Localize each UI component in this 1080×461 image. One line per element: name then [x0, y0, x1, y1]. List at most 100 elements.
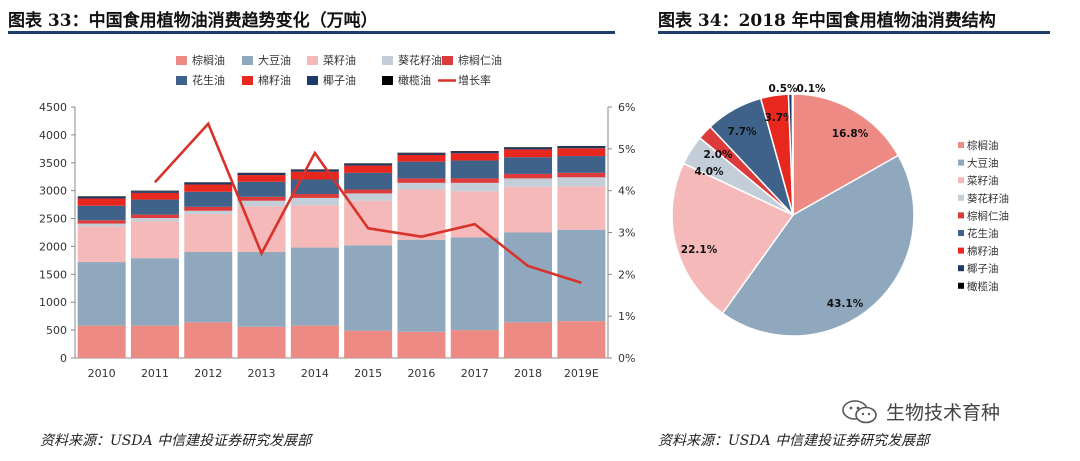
bar-segment: [557, 229, 606, 322]
bar-segment: [557, 177, 606, 187]
bar-segment: [397, 154, 446, 162]
legend-label: 增长率: [458, 73, 491, 87]
consumption-structure-pie-chart: 16.8% 43.1% 22.1% 4.0% 2.0% 7.7% 3.7% 0.5%0.1% 棕…: [671, 83, 1009, 337]
bar-segment: [557, 172, 606, 178]
bar-segment: [344, 193, 393, 201]
y-tick-label: 3500: [39, 157, 67, 170]
bar-segment: [344, 189, 393, 194]
bar-segment: [504, 322, 553, 358]
bar-segment: [504, 147, 553, 148]
bar-segment: [504, 173, 553, 179]
legend-swatch: [382, 56, 393, 65]
x-tick-label: 2010: [88, 367, 116, 380]
bar-segment: [450, 153, 499, 161]
legend-label: 橄榄油: [398, 73, 431, 87]
legend-label: 棕榈仁油: [458, 53, 502, 67]
legend-swatch: [958, 159, 964, 166]
legend-label: 橄榄油: [967, 280, 999, 293]
pie-data-label: 4.0%: [694, 166, 724, 178]
bar-segment: [557, 148, 606, 157]
legend-label: 椰子油: [967, 262, 999, 275]
bar-segment: [184, 322, 233, 358]
legend-swatch: [958, 212, 964, 219]
legend-label: 棉籽油: [967, 245, 999, 258]
bar-segment: [77, 325, 126, 358]
pie-data-label: 43.1%: [827, 298, 864, 310]
bar-segment: [130, 217, 179, 222]
bar-segment: [450, 330, 499, 358]
bar-segment: [450, 182, 499, 192]
bar-segment: [130, 192, 179, 200]
bar-segment: [397, 161, 446, 179]
x-tick-label: 2018: [514, 367, 542, 380]
bar-segment: [344, 330, 393, 358]
x-tick-label: 2013: [248, 367, 276, 380]
legend-swatch: [958, 194, 964, 201]
y2-tick-label: 3%: [618, 227, 635, 240]
x-tick-label: 2019E: [564, 367, 599, 380]
bar-segment: [77, 205, 126, 221]
legend-swatch: [958, 177, 964, 184]
legend-swatch: [958, 265, 964, 272]
y2-tick-label: 0%: [618, 352, 635, 365]
bar-segment: [237, 181, 286, 197]
bar-segment: [504, 147, 553, 150]
bar-segment: [237, 326, 286, 358]
bar-segment: [450, 237, 499, 331]
bar-segment: [344, 163, 393, 166]
bar-segment: [130, 191, 179, 193]
pie-data-label: 3.7%: [764, 112, 794, 124]
bar-segment: [130, 199, 179, 215]
bar-segment: [290, 179, 339, 195]
bar-segment: [557, 146, 606, 147]
bar-segment: [184, 206, 233, 211]
bar-segment: [237, 252, 286, 327]
legend-label: 大豆油: [967, 157, 999, 170]
y2-tick-label: 2%: [618, 268, 635, 281]
bar-segment: [397, 153, 446, 155]
x-tick-label: 2015: [354, 367, 382, 380]
bar-segment: [397, 152, 446, 154]
bar-segment: [450, 178, 499, 183]
bar-segment: [237, 196, 286, 201]
bar-segment: [237, 175, 286, 182]
bar-segment: [130, 258, 179, 326]
bar-segment: [557, 321, 606, 358]
legend-label: 菜籽油: [967, 174, 999, 187]
y-tick-label: 2500: [39, 213, 67, 226]
bar-segment: [237, 173, 286, 176]
legend-swatch: [307, 76, 318, 85]
bar-segment: [557, 156, 606, 173]
bar-segment: [237, 200, 286, 207]
bar-segment: [77, 226, 126, 263]
legend-swatch: [176, 76, 187, 85]
legend-label: 棉籽油: [258, 73, 291, 87]
legend-swatch: [958, 247, 964, 254]
legend-label: 大豆油: [258, 53, 291, 67]
y-tick-label: 1500: [39, 268, 67, 281]
legend-swatch: [382, 76, 393, 85]
bar-segment: [184, 210, 233, 215]
bar-segment: [77, 223, 126, 227]
pie-data-label: 16.8%: [832, 128, 869, 140]
bar-segment: [504, 149, 553, 158]
legend-label: 棕榈仁油: [967, 209, 1009, 222]
bar-segment: [397, 182, 446, 190]
watermark-text: 生物技术育种: [886, 402, 1001, 424]
bar-segment: [450, 160, 499, 179]
bar-segment: [290, 171, 339, 180]
legend-label: 棕榈油: [967, 139, 999, 152]
bar-segment: [344, 200, 393, 246]
bar-segment: [130, 190, 179, 192]
pie-data-label: 0.1%: [796, 83, 826, 95]
x-tick-label: 2017: [461, 367, 489, 380]
legend-label: 椰子油: [323, 73, 356, 87]
legend-swatch: [958, 142, 964, 148]
legend-label: 葵花籽油: [967, 192, 1009, 205]
y-tick-label: 3000: [39, 185, 67, 198]
bar-segment: [130, 221, 179, 259]
bar-segment: [504, 178, 553, 187]
y-tick-label: 2000: [39, 240, 67, 253]
x-tick-label: 2011: [141, 367, 169, 380]
wechat-icon: [842, 399, 877, 423]
